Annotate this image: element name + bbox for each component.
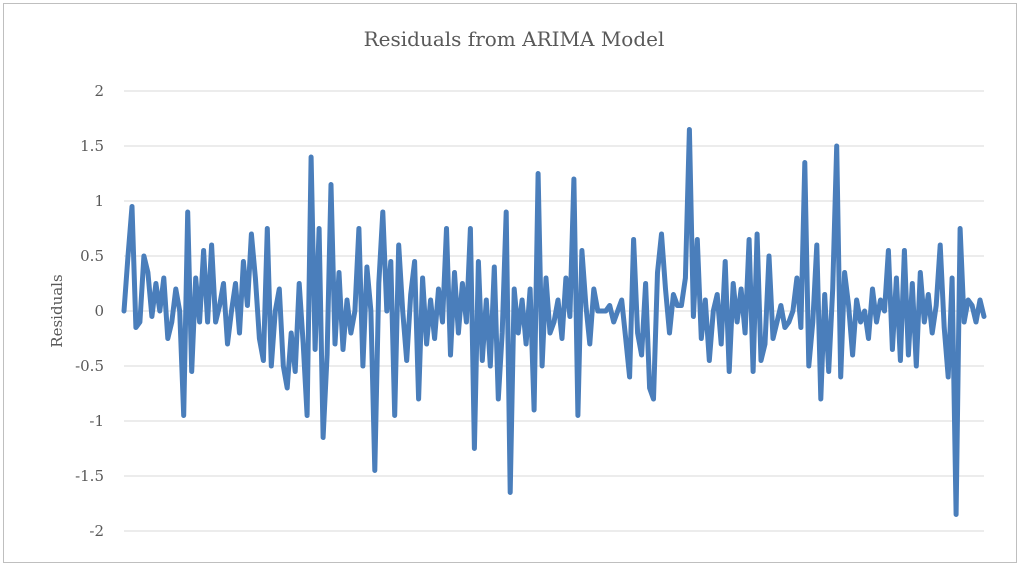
y-tick-label: 1 xyxy=(94,192,104,210)
y-tick-label: 2 xyxy=(94,82,104,100)
y-tick-label: -1.5 xyxy=(75,467,104,485)
series-layer xyxy=(121,127,987,517)
y-tick-labels: 2 1.5 1 0.5 0 -0.5 -1 -1.5 -2 xyxy=(75,82,104,540)
y-tick-label: -0.5 xyxy=(75,357,104,375)
y-tick-label: 0 xyxy=(94,302,104,320)
y-tick-label: -1 xyxy=(89,412,104,430)
series-line xyxy=(121,127,987,517)
y-tick-label: 1.5 xyxy=(80,137,104,155)
chart-title: Residuals from ARIMA Model xyxy=(363,27,665,51)
y-tick-label: -2 xyxy=(89,522,104,540)
y-tick-label: 0.5 xyxy=(80,247,104,265)
